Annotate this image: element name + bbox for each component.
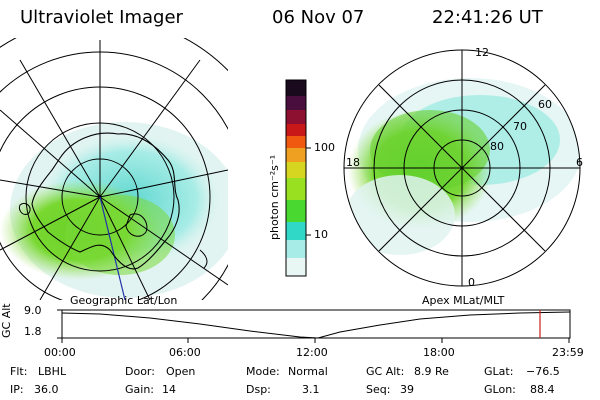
timeline-xtick-0000: 00:00	[44, 346, 76, 359]
info-gcalt-value: 8.9 Re	[414, 365, 449, 378]
info-glon-value: 88.4	[530, 383, 555, 396]
timeline-xtick-2359: 23:59	[552, 346, 584, 359]
timeline-xtick-0600: 06:00	[169, 346, 201, 359]
info-seq-label: Seq:	[366, 383, 391, 396]
info-door-label: Door:	[125, 365, 155, 378]
timeline-plot	[57, 309, 571, 343]
lat-label-80: 80	[490, 140, 504, 153]
info-gain-label: Gain:	[125, 383, 154, 396]
timeline-ytick-9: 9.0	[24, 304, 42, 317]
lat-label-70: 70	[513, 120, 527, 133]
info-ip-value: 36.0	[34, 383, 59, 396]
info-dsp-value: 3.1	[302, 383, 320, 396]
timeline-xtick-1200: 12:00	[296, 346, 328, 359]
info-seq-value: 39	[400, 383, 414, 396]
mlt-label-18: 18	[346, 156, 360, 169]
mlt-label-6: 6	[576, 156, 583, 169]
timeline-axis-label: GC Alt	[0, 303, 13, 338]
left-panel-label: Geographic Lat/Lon	[70, 294, 178, 307]
info-mode-label: Mode:	[246, 365, 280, 378]
right-apex-map	[343, 49, 581, 287]
colorbar-tick-100: 100	[314, 141, 335, 154]
left-geographic-map	[0, 38, 228, 300]
info-flt-value: LBHL	[38, 365, 67, 378]
info-glat-label: GLat:	[484, 365, 514, 378]
timeline-xtick-1800: 18:00	[423, 346, 455, 359]
info-dsp-label: Dsp:	[246, 383, 271, 396]
time-label: 22:41:26 UT	[432, 7, 543, 28]
info-gcalt-label: GC Alt:	[366, 365, 405, 378]
mlt-label-0: 0	[468, 276, 475, 289]
info-gain-value: 14	[162, 383, 176, 396]
info-flt-label: Flt:	[10, 365, 28, 378]
colorbar-tick-10: 10	[314, 228, 328, 241]
mlt-label-12: 12	[475, 46, 489, 59]
info-ip-label: IP:	[10, 383, 24, 396]
timeline-ytick-1: 1.8	[24, 325, 42, 338]
info-glon-label: GLon:	[484, 383, 516, 396]
right-panel-label: Apex MLat/MLT	[422, 294, 505, 307]
info-mode-value: Normal	[288, 365, 328, 378]
continent-outline	[31, 132, 180, 270]
info-door-value: Open	[166, 365, 196, 378]
instrument-title: Ultraviolet Imager	[20, 7, 183, 28]
colorbar	[285, 79, 311, 277]
info-glat-value: −76.5	[526, 365, 560, 378]
altitude-curve	[61, 311, 571, 339]
date-label: 06 Nov 07	[272, 7, 365, 28]
lat-label-60: 60	[538, 98, 552, 111]
colorbar-label: photon cm⁻²s⁻¹	[268, 154, 281, 240]
